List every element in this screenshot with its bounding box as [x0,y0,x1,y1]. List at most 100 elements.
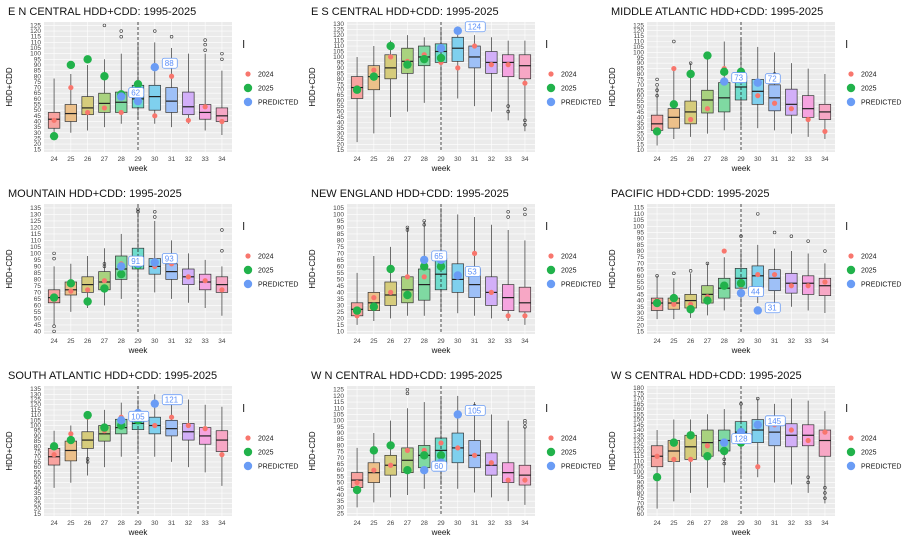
point-2025 [386,264,395,274]
point-predicted [150,258,159,267]
y-tick-label: 95 [337,59,345,66]
point-2024 [488,460,494,466]
y-tick-label: 70 [337,455,345,462]
y-tick-label: 80 [34,73,42,80]
x-axis-label: week [731,164,752,173]
y-tick-label: 125 [333,27,344,34]
y-axis-label: HDD+CDD [608,431,617,471]
point-2024 [388,54,394,60]
point-2025 [100,423,109,432]
predicted-label-box [464,405,486,416]
y-tick-label: 25 [637,131,645,138]
x-tick-label: 28 [721,520,729,527]
outlier-point [203,42,207,47]
y-tick-label: 30 [637,310,645,317]
y-tick-label: 100 [633,49,644,56]
point-predicted [453,26,462,35]
point-2025 [436,262,446,271]
outlier-point [102,264,107,269]
x-tick-label: 32 [788,338,796,345]
y-tick-label: 135 [30,386,41,393]
y-tick-label: 30 [637,125,645,132]
chart-panel: MOUNTAIN HDD+CDD: 1995-20254045505560657… [5,188,298,355]
outlier-point [422,223,426,227]
predicted-label-box [161,253,178,264]
y-tick-label: 115 [634,205,645,212]
y-tick-label: 40 [637,114,645,121]
legend-title-mark [546,404,548,412]
y-tick-label: 145 [633,422,644,429]
y-tick-label: 90 [337,430,345,437]
y-tick-label: 90 [34,433,42,440]
outlier-point [705,261,710,266]
point-2025 [669,293,679,303]
legend-label-predicted: PREDICTED [258,282,298,289]
point-predicted [720,438,729,447]
point-2024 [755,93,761,99]
outlier-point [405,391,410,396]
point-2025 [66,279,76,288]
y-tick-label: 70 [637,82,645,89]
chart-title: MIDDLE ATLANTIC HDD+CDD: 1995-2025 [611,6,823,18]
legend-key-2025 [846,83,856,93]
point-2025 [352,485,362,495]
x-tick-label: 25 [670,156,678,163]
point-2024 [488,289,494,295]
legend-key-2025 [243,265,253,275]
predicted-label: 124 [468,23,482,32]
point-2025 [686,69,695,79]
y-tick-label: 115 [31,34,42,41]
x-axis-label: week [431,346,452,355]
y-tick-label: 65 [637,267,645,274]
point-2024 [421,274,427,280]
x-tick-label: 34 [821,520,829,527]
point-predicted [117,92,126,101]
y-tick-label: 60 [337,467,345,474]
y-tick-label: 15 [337,147,345,154]
legend-label-2025: 2025 [561,450,577,457]
chart-title: PACIFIC HDD+CDD: 1995-2025 [611,188,769,200]
point-2025 [49,131,59,141]
point-predicted [420,465,429,475]
point-2025 [386,441,395,450]
chart-title: SOUTH ATLANTIC HDD+CDD: 1995-2025 [8,370,217,382]
y-tick-label: 80 [637,71,645,78]
y-tick-label: 160 [633,406,644,413]
y-tick-label: 85 [34,68,42,75]
y-tick-label: 40 [337,289,345,296]
y-axis-label: HDD+CDD [308,67,317,107]
legend-title-mark [546,40,548,48]
y-tick-label: 45 [637,109,645,116]
point-2024 [371,67,377,73]
y-tick-label: 100 [633,469,644,476]
legend-label-2025: 2025 [861,86,877,93]
y-tick-label: 60 [337,263,345,270]
y-tick-label: 105 [30,417,41,424]
point-predicted [753,306,762,315]
point-2024 [505,477,511,483]
x-tick-label: 30 [454,338,462,345]
y-tick-label: 90 [34,62,42,69]
outlier-point [655,274,659,278]
legend-title-mark [243,222,245,230]
x-tick-label: 32 [788,520,796,527]
x-tick-label: 26 [687,156,695,163]
point-2024 [438,440,444,446]
point-2025 [669,100,679,109]
outlier-point [220,57,224,62]
point-2025 [66,435,76,445]
y-tick-label: 65 [337,461,345,468]
x-tick-label: 25 [67,520,75,527]
outlier-point [806,480,810,485]
y-tick-label: 35 [337,125,345,132]
legend-key-predicted [846,461,856,471]
outlier-point [756,396,760,401]
y-tick-label: 110 [334,405,345,412]
y-tick-label: 55 [34,469,42,476]
point-2024 [101,105,108,111]
point-2024 [168,73,175,79]
point-2025 [369,446,379,455]
point-predicted [133,96,143,106]
chart-title: E S CENTRAL HDD+CDD: 1995-2025 [311,6,499,18]
point-2025 [720,67,729,77]
